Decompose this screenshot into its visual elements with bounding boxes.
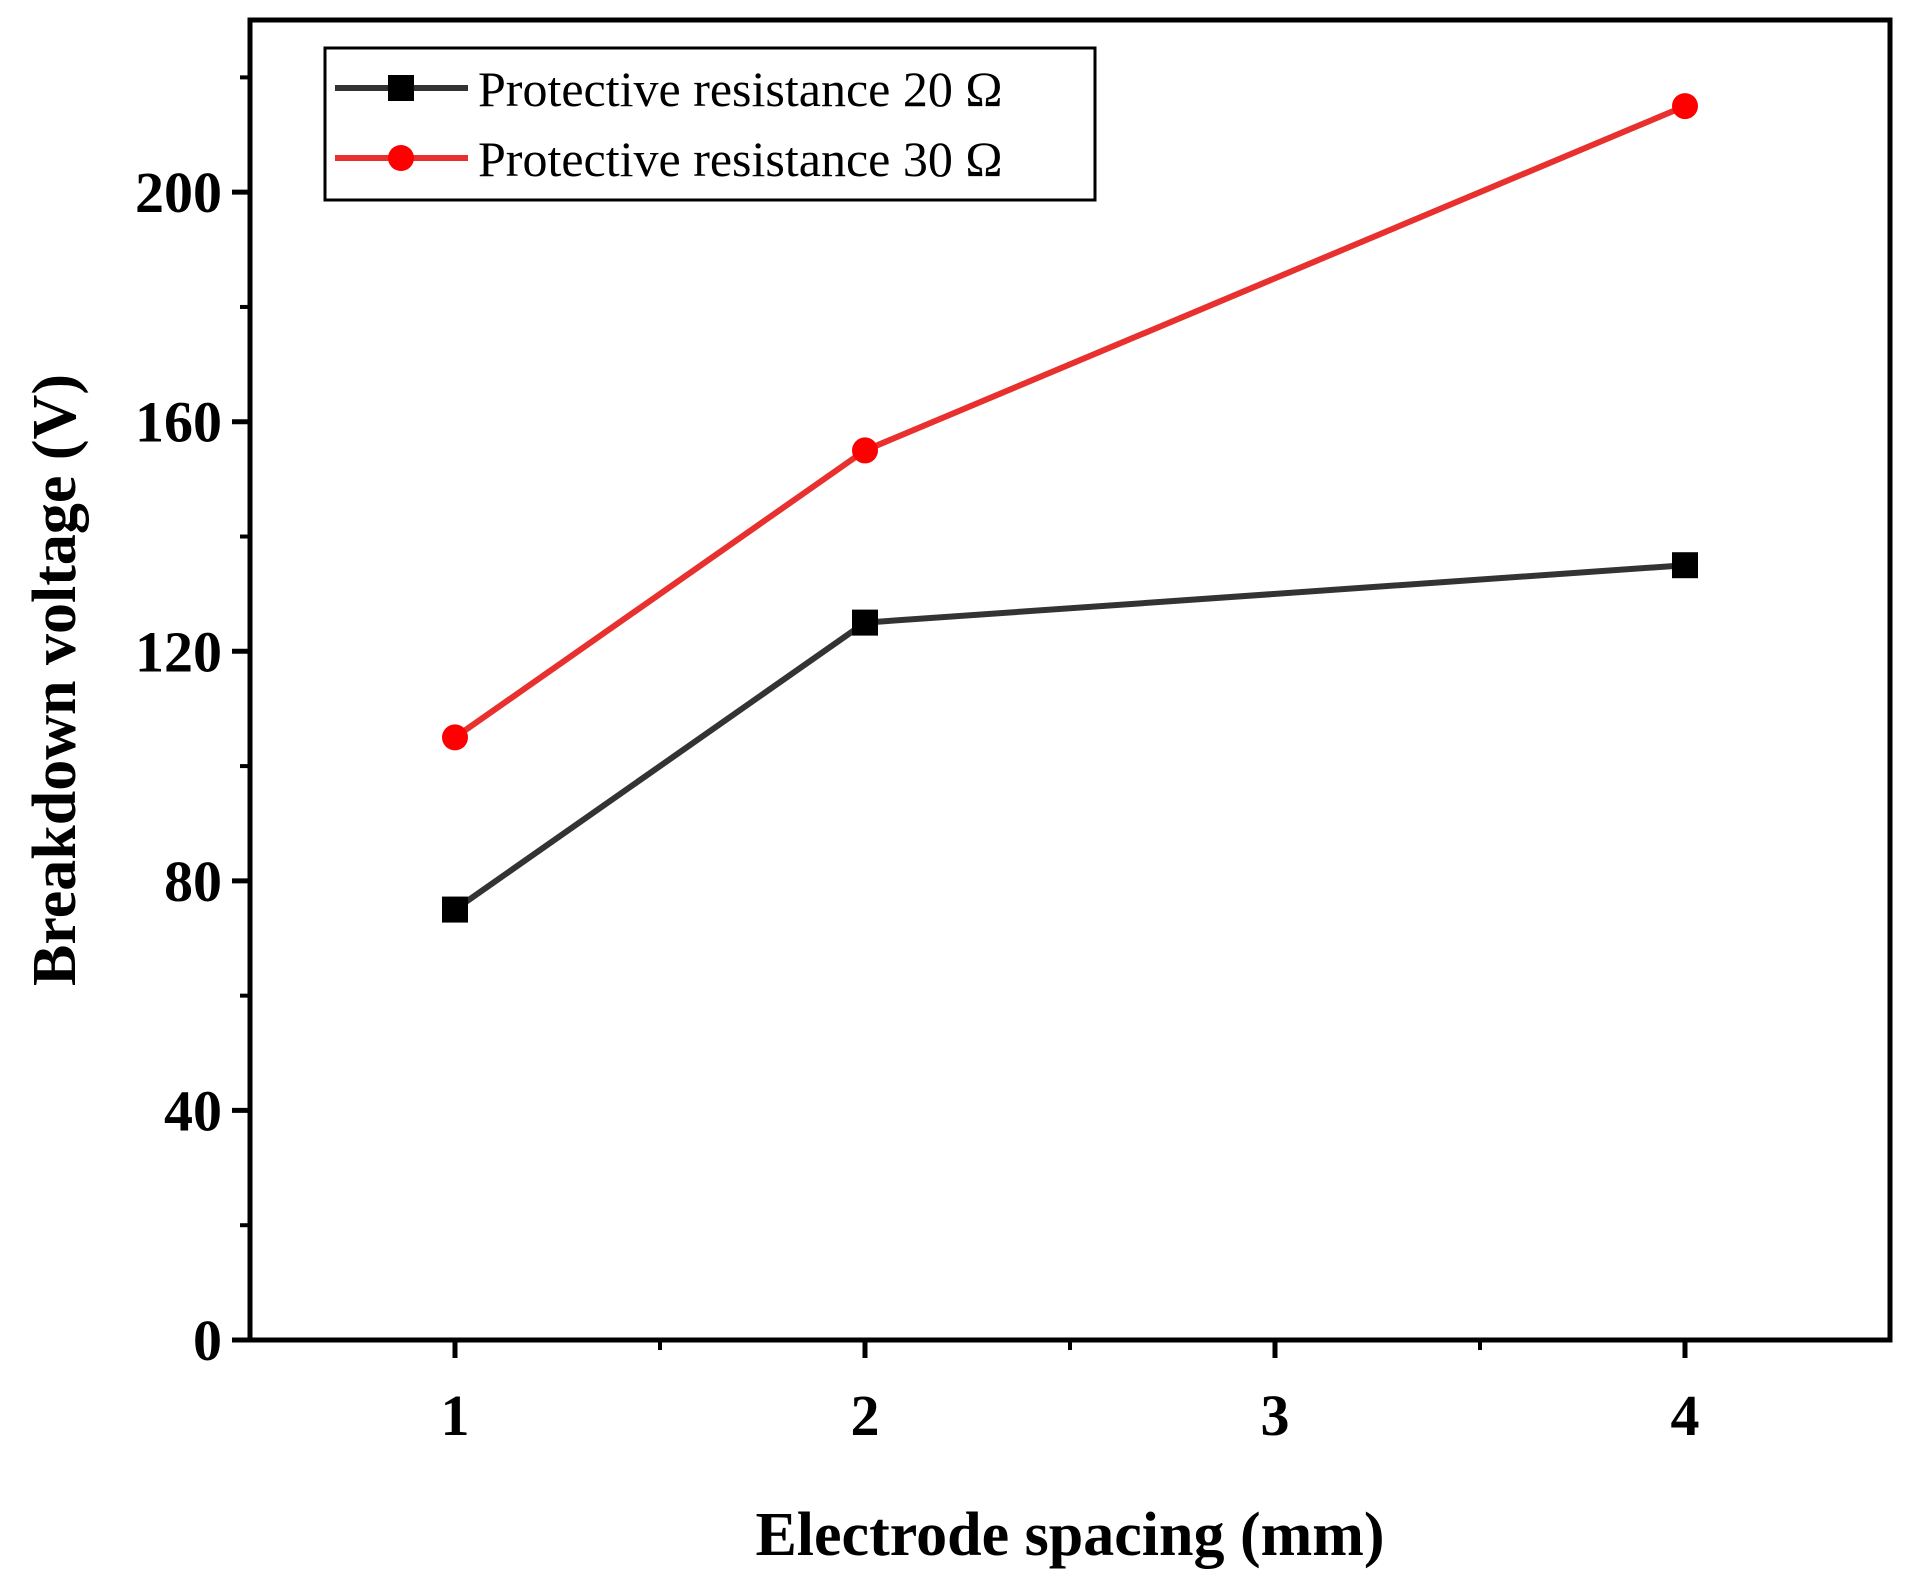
legend-marker-series-2 [388,145,414,171]
series-layer [442,93,1698,923]
x-axis-title: Electrode spacing (mm) [755,1501,1384,1569]
y-tick-label: 40 [164,1078,222,1143]
legend-label-series-2: Protective resistance 30 Ω [478,131,1003,187]
x-tick-label: 4 [1671,1383,1700,1448]
data-point-series-2 [852,437,878,464]
data-point-series-1 [442,896,468,923]
legend-box [323,46,1097,202]
data-point-series-2 [442,724,468,751]
legend-label-series-1: Protective resistance 20 Ω [478,61,1003,117]
y-tick-label: 0 [193,1308,222,1373]
data-point-series-2 [1672,93,1698,120]
y-axis-title: Breakdown voltage (V) [21,374,89,986]
x-tick-label: 2 [851,1383,880,1448]
y-tick-label: 80 [164,849,222,914]
x-tick-label: 3 [1261,1383,1290,1448]
y-axis-ticks: 0 40 80 120 160 200 [135,75,250,1373]
y-tick-label: 120 [135,619,222,684]
series-line-1 [453,562,1686,913]
y-tick-label: 160 [135,390,222,455]
data-point-series-1 [1672,552,1698,579]
x-tick-label: 1 [441,1383,470,1448]
y-tick-label: 200 [135,160,222,225]
legend: Protective resistance 20 Ω Protective re… [323,46,1097,202]
x-axis-ticks: 1 2 3 4 [441,1340,1700,1448]
plot-frame [247,17,1893,1343]
data-point-series-1 [852,609,878,636]
legend-marker-series-1 [388,75,414,101]
